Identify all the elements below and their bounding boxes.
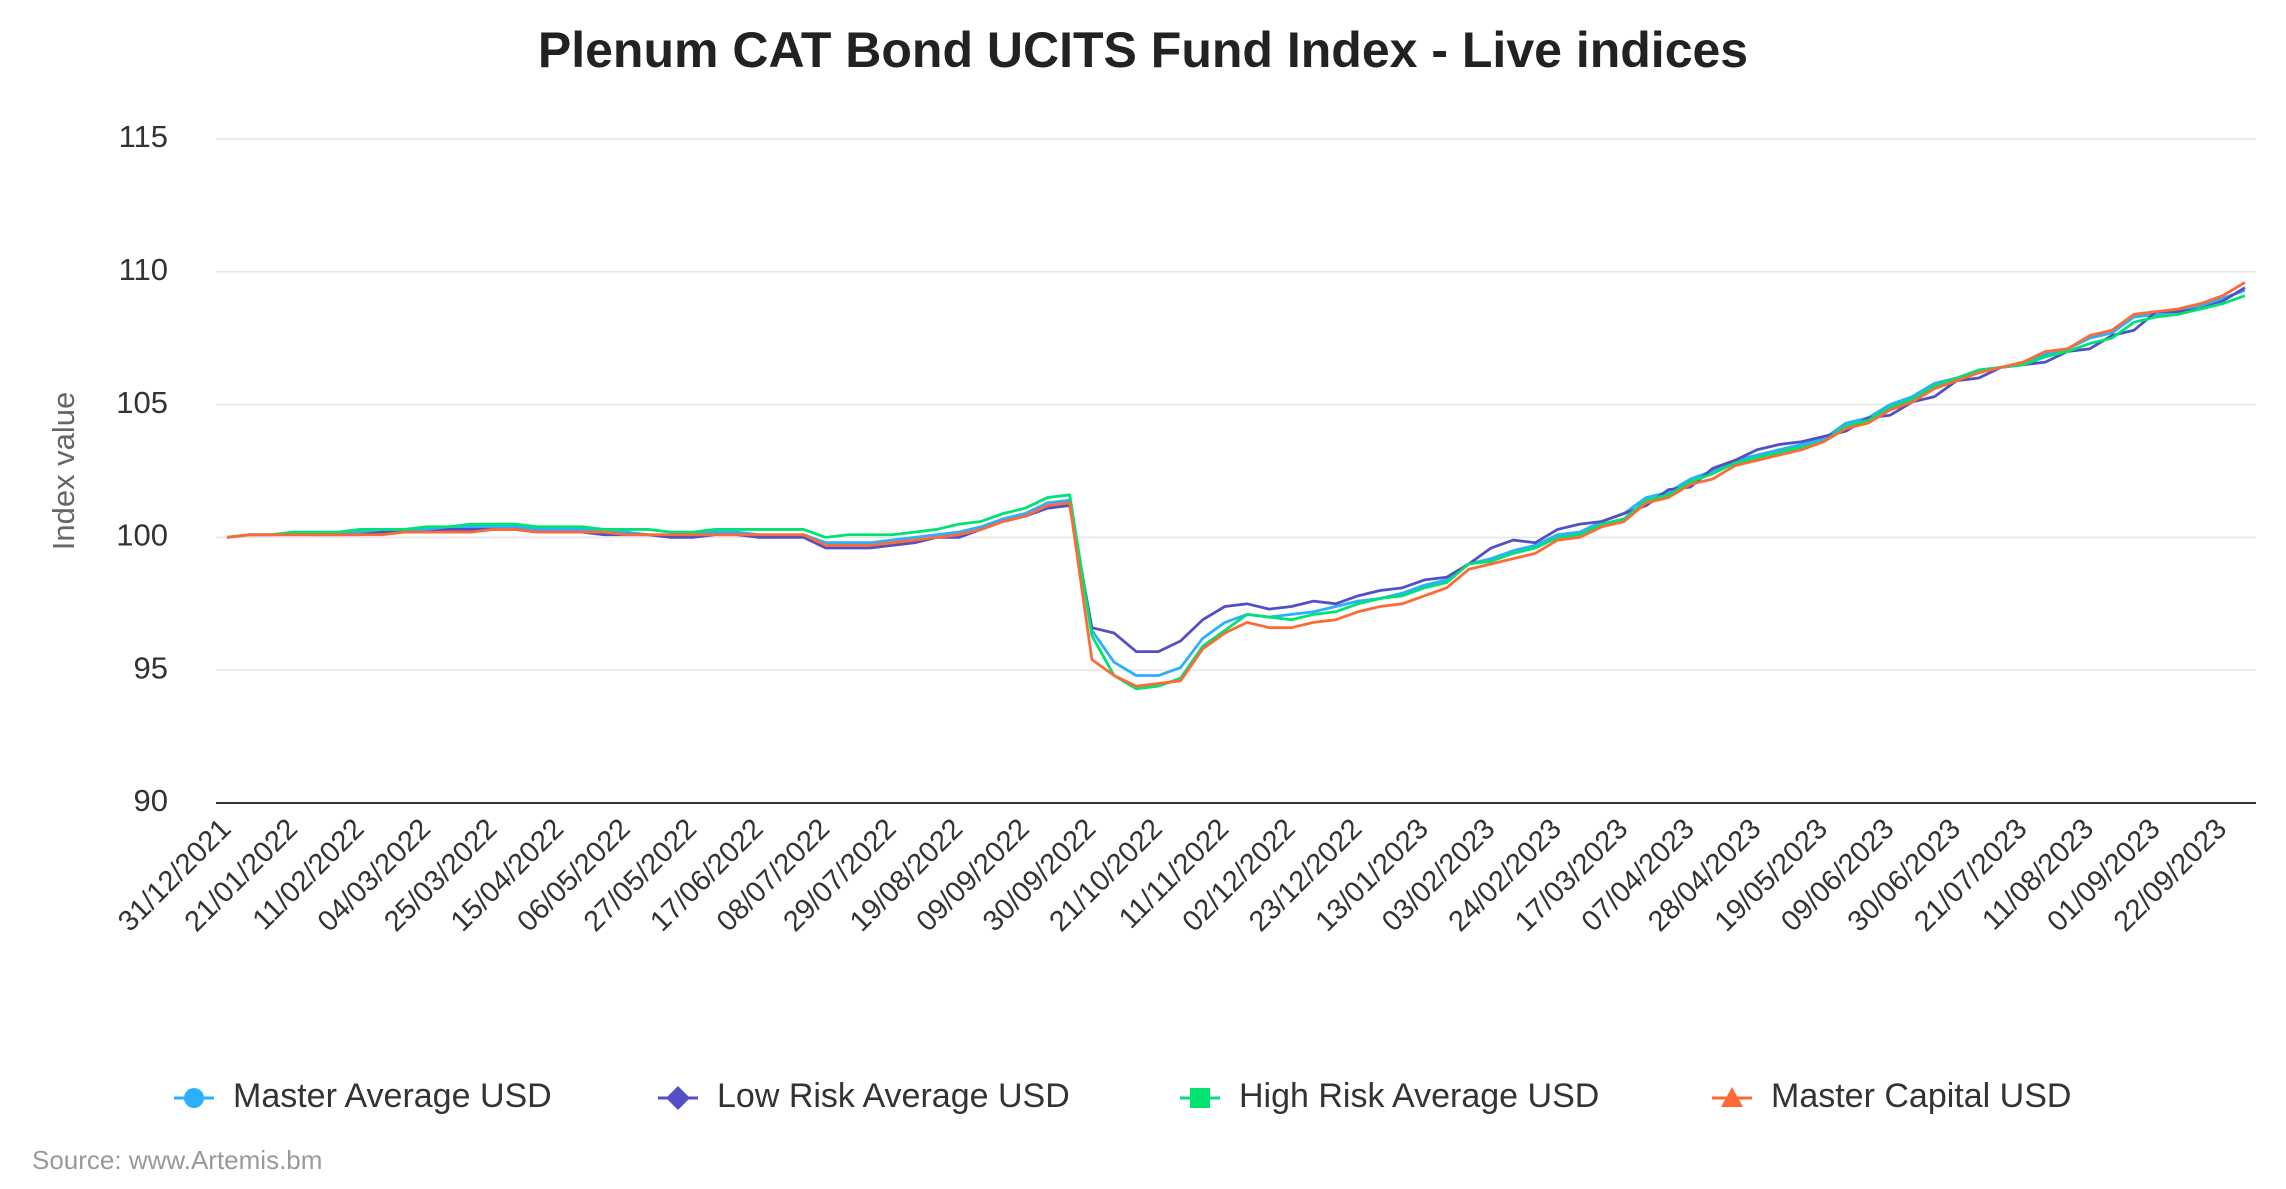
y-tick-label: 115 xyxy=(119,119,168,154)
legend-label: High Risk Average USD xyxy=(1239,1077,1599,1115)
y-tick-label: 90 xyxy=(134,783,168,818)
y-tick-label: 95 xyxy=(134,650,168,685)
legend-label: Master Capital USD xyxy=(1771,1077,2071,1115)
legend-marker xyxy=(666,1086,690,1110)
source-credit: Source: www.Artemis.bm xyxy=(32,1145,322,1175)
y-tick-label: 110 xyxy=(119,252,168,287)
legend-marker xyxy=(1190,1088,1210,1108)
chart-title: Plenum CAT Bond UCITS Fund Index - Live … xyxy=(538,22,1748,78)
y-tick-label: 100 xyxy=(116,518,168,553)
series-line xyxy=(226,281,2246,688)
legend-label: Low Risk Average USD xyxy=(717,1077,1070,1115)
legend-marker xyxy=(1721,1087,1743,1107)
legend-marker xyxy=(184,1088,204,1108)
legend-label: Master Average USD xyxy=(233,1077,552,1115)
series-line xyxy=(226,294,2246,691)
y-tick-label: 105 xyxy=(116,385,168,420)
y-axis-title: Index value xyxy=(46,392,81,551)
series-line xyxy=(226,286,2246,654)
series-line xyxy=(226,289,2246,677)
